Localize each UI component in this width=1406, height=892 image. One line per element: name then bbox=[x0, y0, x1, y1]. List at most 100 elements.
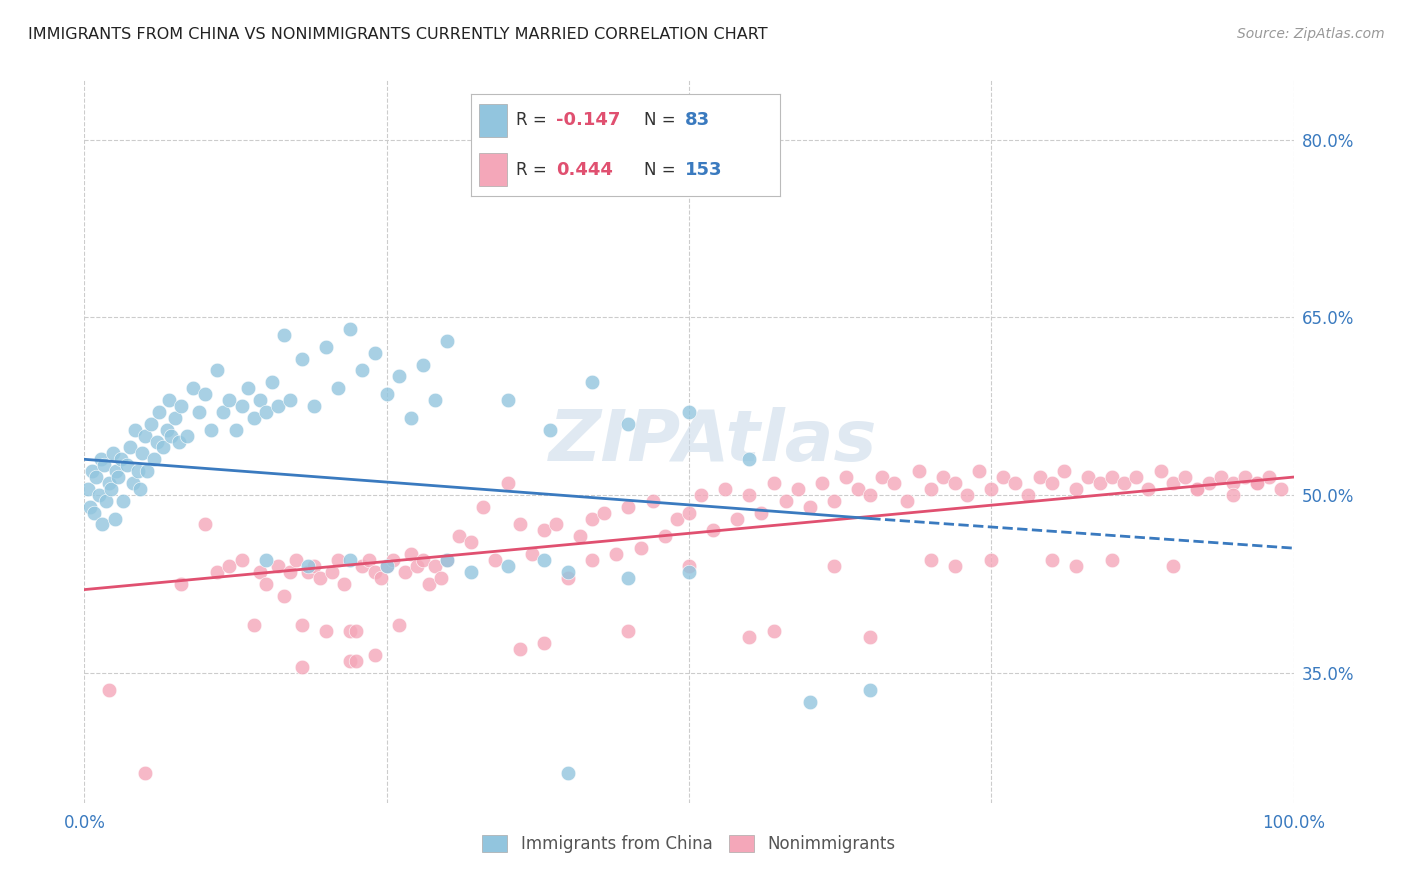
Point bbox=[136, 464, 159, 478]
Point bbox=[273, 327, 295, 342]
Point bbox=[212, 405, 235, 419]
Point bbox=[100, 482, 122, 496]
Point bbox=[617, 571, 640, 585]
Point bbox=[242, 618, 264, 632]
Point bbox=[859, 683, 882, 698]
Point bbox=[170, 399, 193, 413]
Point bbox=[811, 475, 834, 490]
Point bbox=[823, 493, 845, 508]
Point bbox=[77, 482, 100, 496]
Legend: Immigrants from China, Nonimmigrants: Immigrants from China, Nonimmigrants bbox=[475, 828, 903, 860]
Point bbox=[775, 493, 797, 508]
Text: Source: ZipAtlas.com: Source: ZipAtlas.com bbox=[1237, 27, 1385, 41]
Point bbox=[509, 517, 531, 532]
Point bbox=[678, 565, 700, 579]
Point bbox=[339, 654, 361, 668]
Point bbox=[702, 524, 724, 538]
FancyBboxPatch shape bbox=[479, 104, 506, 136]
Point bbox=[121, 475, 143, 490]
Point bbox=[557, 571, 579, 585]
Point bbox=[291, 351, 314, 366]
Point bbox=[103, 446, 125, 460]
Point bbox=[557, 766, 579, 780]
Point bbox=[436, 553, 458, 567]
Point bbox=[496, 393, 519, 408]
Point bbox=[823, 558, 845, 573]
Point bbox=[339, 553, 361, 567]
Point bbox=[557, 565, 579, 579]
Point bbox=[218, 393, 240, 408]
Point bbox=[786, 482, 808, 496]
Point bbox=[143, 452, 166, 467]
Point bbox=[231, 399, 253, 413]
Point bbox=[94, 493, 117, 508]
Point bbox=[394, 565, 416, 579]
FancyBboxPatch shape bbox=[479, 153, 506, 186]
Point bbox=[641, 493, 664, 508]
Point bbox=[388, 618, 411, 632]
Point bbox=[87, 488, 110, 502]
Point bbox=[152, 441, 174, 455]
Point bbox=[932, 470, 955, 484]
Point bbox=[218, 558, 240, 573]
Point bbox=[207, 565, 229, 579]
Point bbox=[273, 589, 295, 603]
Point bbox=[339, 624, 361, 638]
Point bbox=[388, 369, 411, 384]
Point bbox=[799, 695, 821, 709]
Point bbox=[375, 558, 398, 573]
Point bbox=[93, 458, 115, 473]
Point bbox=[160, 428, 183, 442]
Point bbox=[1185, 482, 1208, 496]
Point bbox=[678, 558, 700, 573]
Point bbox=[436, 553, 458, 567]
Point bbox=[176, 428, 198, 442]
Point bbox=[97, 683, 120, 698]
Point bbox=[569, 529, 592, 543]
Point bbox=[872, 470, 894, 484]
Point bbox=[581, 376, 603, 390]
Point bbox=[1040, 475, 1063, 490]
Point bbox=[520, 547, 543, 561]
Point bbox=[544, 517, 567, 532]
Point bbox=[381, 553, 404, 567]
Point bbox=[1161, 558, 1184, 573]
Point bbox=[430, 571, 453, 585]
Point bbox=[90, 452, 112, 467]
Point bbox=[533, 636, 555, 650]
Point bbox=[370, 571, 392, 585]
Point bbox=[496, 475, 519, 490]
Point bbox=[617, 500, 640, 514]
Point bbox=[460, 565, 482, 579]
Point bbox=[581, 511, 603, 525]
Point bbox=[321, 565, 343, 579]
Point bbox=[423, 558, 446, 573]
Point bbox=[920, 553, 942, 567]
Point bbox=[835, 470, 858, 484]
Point bbox=[363, 345, 385, 359]
Point bbox=[375, 558, 398, 573]
Point bbox=[200, 423, 222, 437]
Point bbox=[79, 500, 101, 514]
Point bbox=[375, 387, 398, 401]
Point bbox=[357, 553, 380, 567]
Point bbox=[956, 488, 979, 502]
Point bbox=[115, 458, 138, 473]
Point bbox=[124, 423, 146, 437]
Point bbox=[399, 547, 422, 561]
Point bbox=[799, 500, 821, 514]
Point bbox=[725, 511, 748, 525]
Point bbox=[1222, 488, 1244, 502]
Point bbox=[751, 506, 773, 520]
Point bbox=[155, 423, 177, 437]
Point bbox=[738, 488, 761, 502]
Text: R =: R = bbox=[516, 112, 553, 129]
Point bbox=[309, 571, 332, 585]
Point bbox=[285, 553, 308, 567]
Point bbox=[993, 470, 1015, 484]
Point bbox=[107, 470, 129, 484]
Point bbox=[194, 517, 217, 532]
Text: N =: N = bbox=[644, 112, 681, 129]
Point bbox=[846, 482, 869, 496]
Point bbox=[80, 464, 103, 478]
